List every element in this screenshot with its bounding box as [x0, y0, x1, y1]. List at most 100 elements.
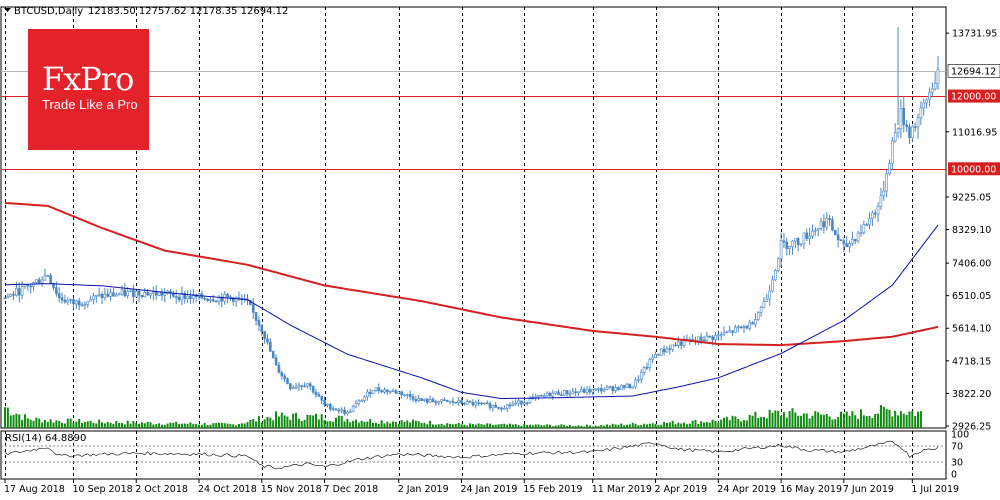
volume-bar: [409, 422, 412, 428]
candle-body: [55, 287, 58, 294]
candle-body: [736, 326, 740, 329]
candle-body: [17, 288, 21, 296]
volume-bar: [266, 416, 269, 428]
volume-bar: [597, 426, 600, 428]
logo-brand: FxPro: [42, 60, 134, 98]
volume-bar: [360, 420, 363, 428]
candle-body: [294, 386, 298, 389]
volume-bar: [106, 421, 109, 428]
candle-body: [602, 389, 606, 392]
volume-bar: [369, 418, 372, 428]
candle-body: [323, 400, 326, 405]
candle-body: [57, 293, 61, 299]
volume-bar: [637, 425, 640, 428]
candle-body: [754, 319, 757, 325]
volume-bar: [902, 413, 905, 428]
volume-bar: [600, 424, 603, 428]
volume-bar: [762, 416, 765, 428]
candle-body: [565, 390, 569, 395]
volume-bar: [734, 416, 737, 428]
candle-body: [451, 400, 455, 403]
volume-bar: [483, 424, 486, 428]
volume-bar: [112, 423, 115, 428]
volume-bar: [606, 424, 609, 428]
volume-bar: [737, 418, 740, 428]
volume-bar: [269, 417, 272, 428]
volume-bar: [745, 420, 748, 428]
volume-bar: [626, 424, 628, 428]
candle-body: [20, 286, 24, 296]
candle-body: [882, 190, 886, 197]
candle-body: [434, 401, 438, 404]
chart-header: BTCUSD,Daily 12183.50 12757.62 12178.35 1…: [4, 6, 288, 17]
volume-bar: [648, 423, 651, 428]
volume-bar: [491, 424, 494, 428]
volume-bar: [46, 421, 49, 428]
candle-body: [420, 398, 423, 401]
candle-body: [92, 295, 95, 300]
candle-body: [505, 404, 509, 409]
candle-body: [779, 240, 783, 260]
volume-bar: [18, 414, 21, 428]
candle-body: [659, 348, 663, 356]
candle-body: [511, 403, 515, 406]
volume-bar: [811, 415, 814, 428]
x-tick-label: 24 Jan 2019: [461, 484, 518, 495]
volume-bar: [195, 423, 198, 428]
candle-body: [463, 402, 466, 405]
x-tick-label: 7 Dec 2018: [324, 484, 379, 495]
volume-bar: [326, 421, 329, 428]
volume-bar: [480, 424, 483, 428]
volume-bar: [129, 423, 132, 428]
candle-body: [283, 375, 286, 379]
volume-bar: [463, 424, 466, 428]
candle-body: [634, 379, 637, 388]
volume-bar: [634, 423, 637, 428]
volume-bar: [315, 413, 317, 428]
x-tick-label: 10 Sep 2018: [72, 484, 132, 495]
candle-body: [471, 402, 475, 406]
y-tick-label: 2926.25: [952, 421, 991, 432]
candle-body: [591, 389, 595, 393]
volume-bar: [879, 405, 882, 428]
volume-bar: [363, 421, 366, 428]
volume-bar: [794, 412, 797, 428]
candle-body: [445, 399, 449, 402]
candle-body: [40, 279, 44, 284]
volume-bar: [160, 424, 163, 428]
volume-bar: [848, 415, 851, 428]
candle-body: [3, 297, 7, 300]
volume-bar: [320, 414, 323, 428]
rsi-tick-label: 100: [951, 430, 969, 441]
volume-bar: [674, 424, 677, 428]
candle-body: [762, 301, 766, 308]
volume-bar: [671, 420, 674, 428]
volume-bar: [143, 423, 146, 428]
candle-body: [617, 387, 620, 391]
volume-bar: [700, 421, 703, 428]
moving-averages: [4, 202, 939, 400]
candle-body: [417, 398, 421, 402]
y-tick-label: 9225.05: [952, 192, 991, 203]
volume-bar: [203, 423, 206, 428]
candle-body: [140, 294, 144, 298]
candle-body: [833, 229, 837, 236]
candle-body: [697, 336, 700, 341]
candle-body: [286, 378, 289, 384]
volume-bar: [109, 422, 112, 428]
candle-body: [771, 279, 774, 292]
candle-body: [440, 399, 443, 402]
candle-body: [497, 407, 500, 409]
volume-bar: [309, 415, 312, 428]
candle-body: [782, 240, 786, 243]
candle-body: [488, 403, 492, 409]
volume-bar: [23, 414, 26, 428]
volume-bar: [81, 423, 84, 428]
x-tick-label: 15 Feb 2019: [523, 484, 582, 495]
volume-bar: [460, 424, 463, 428]
volume-bar: [640, 424, 643, 428]
volume-bar: [377, 423, 380, 428]
volume-bar: [72, 423, 75, 428]
volume-bar: [277, 416, 280, 428]
volume-bar: [220, 422, 223, 428]
